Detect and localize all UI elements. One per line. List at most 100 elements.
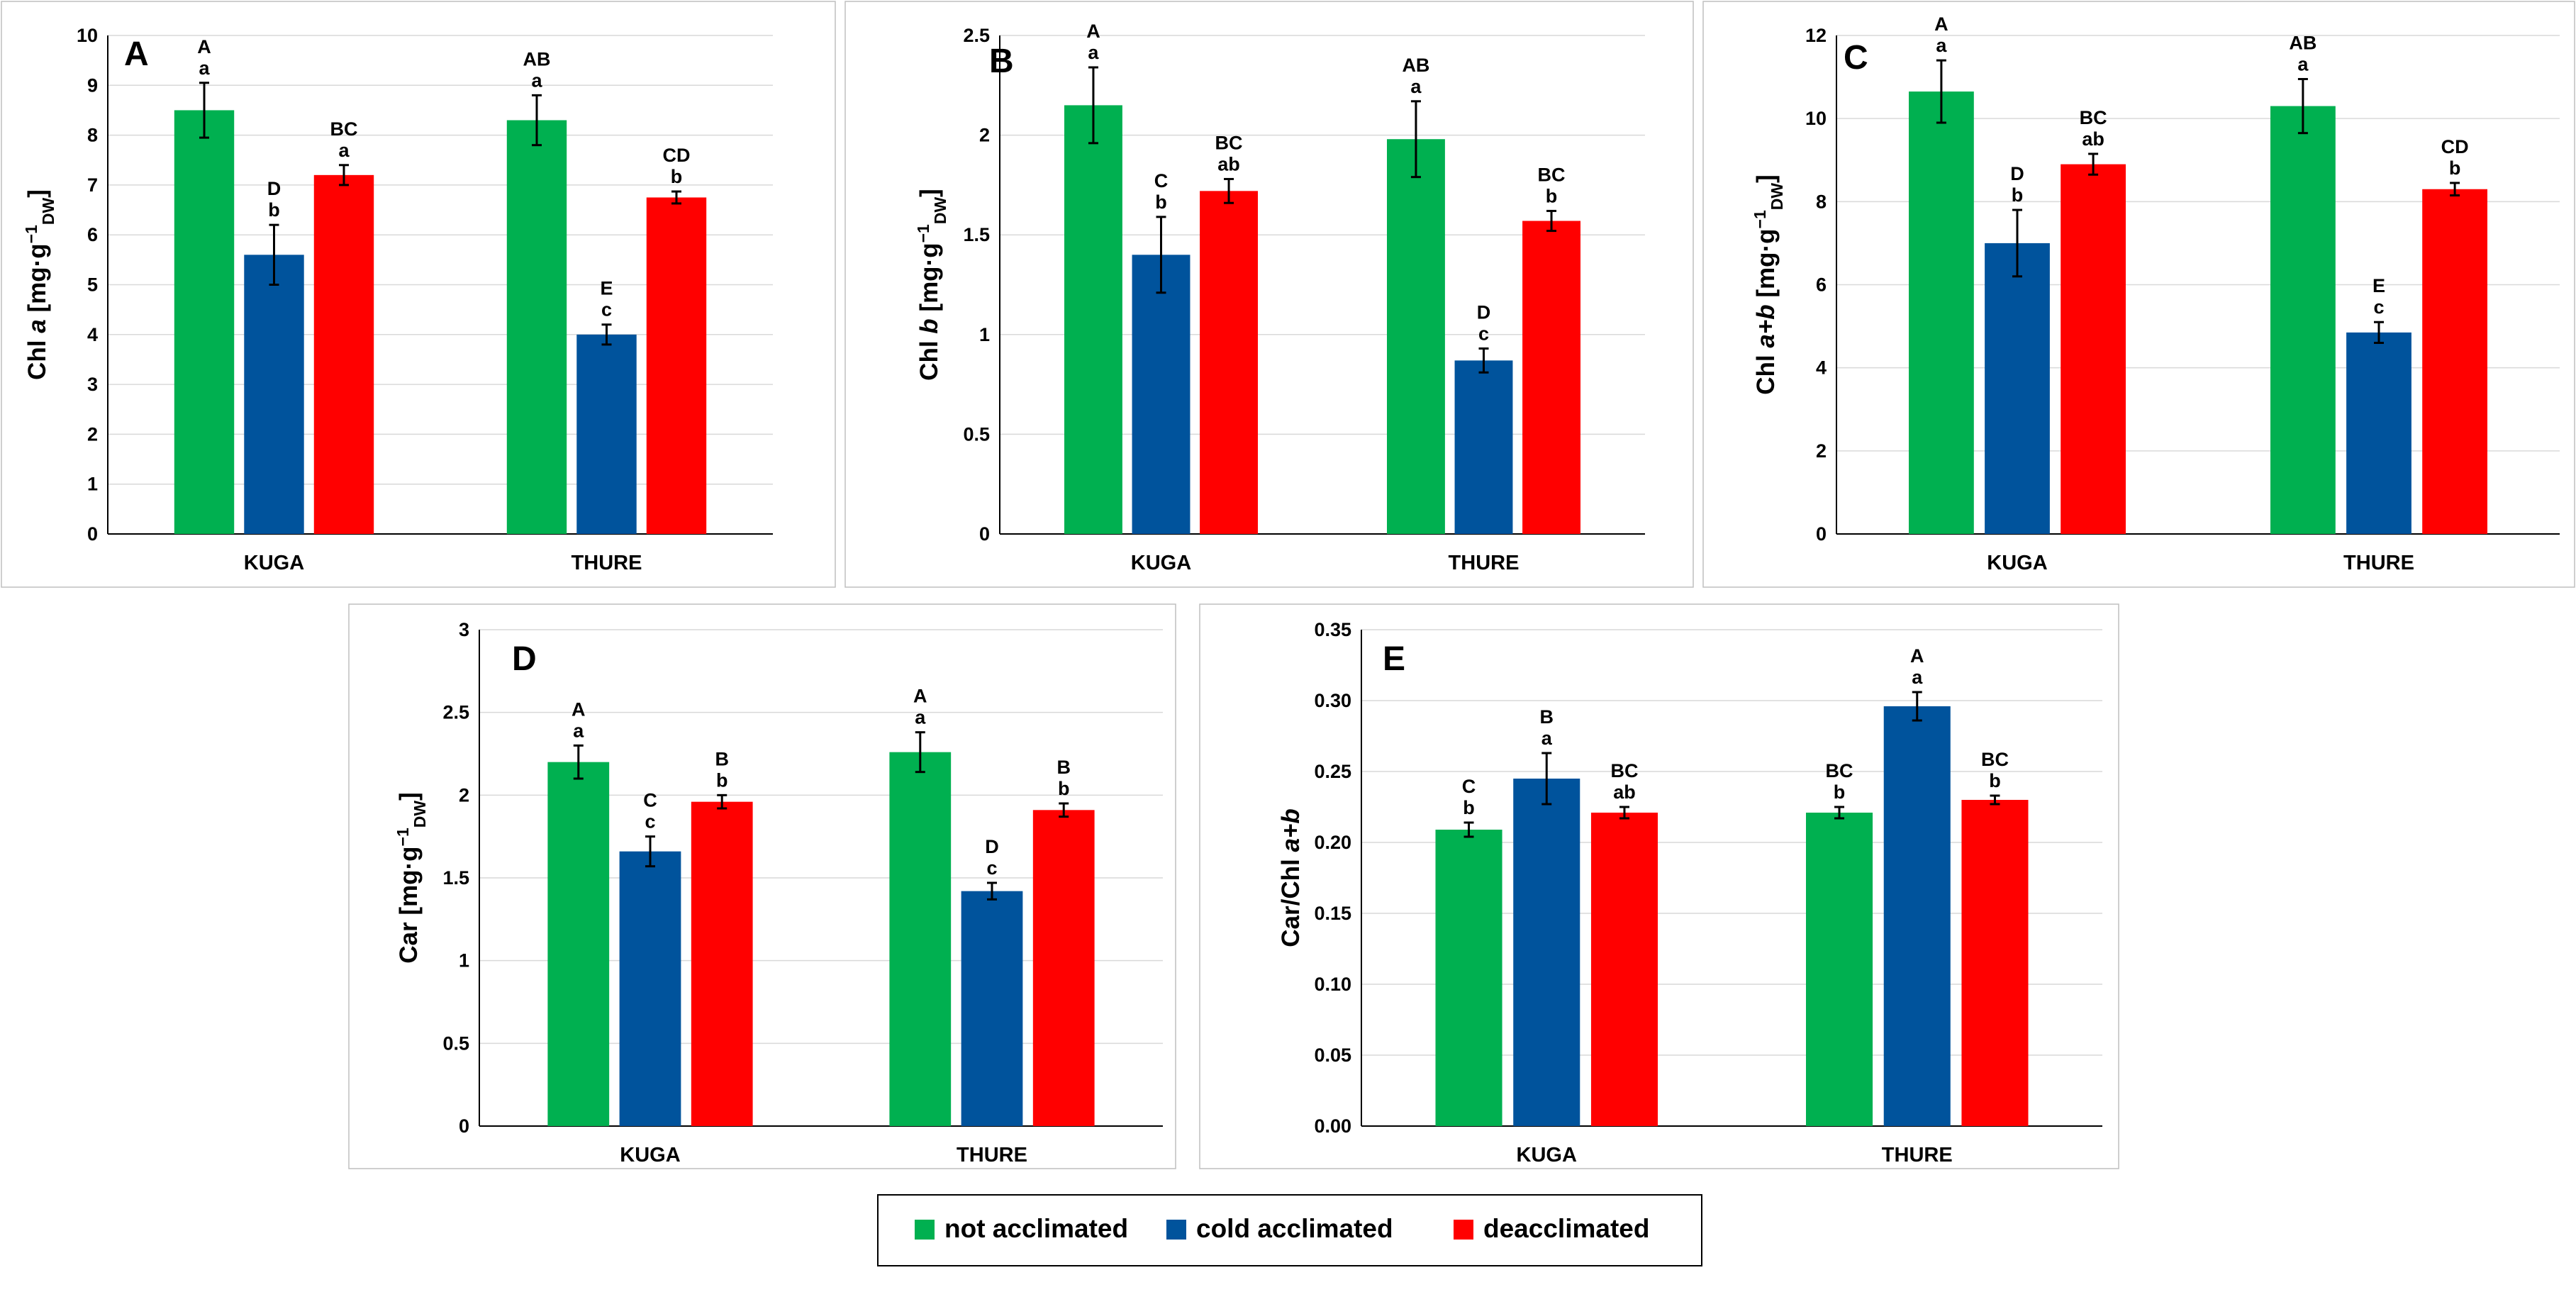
significance-upper: B: [715, 748, 729, 769]
bar-not-acclimated: [1909, 91, 1974, 534]
y-tick-label: 6: [87, 224, 98, 245]
significance-lower: c: [645, 811, 655, 832]
significance-lower: a: [1088, 42, 1099, 63]
bar-cold-acclimated: [1985, 243, 2050, 534]
y-tick-label: 6: [1816, 274, 1827, 296]
y-tick-label: 0: [459, 1115, 469, 1137]
panel-border: [1702, 1, 2575, 588]
bar-not-acclimated: [506, 120, 567, 534]
significance-upper: BC: [330, 118, 357, 140]
significance-lower: b: [1155, 191, 1167, 213]
significance-lower: a: [1912, 667, 1923, 688]
significance-upper: BC: [1538, 164, 1566, 185]
bar-not-acclimated: [174, 110, 235, 534]
legend-swatch: [1454, 1220, 1473, 1240]
significance-upper: A: [1086, 21, 1100, 42]
significance-lower: b: [1058, 778, 1070, 799]
panel-letter: E: [1383, 640, 1405, 678]
y-tick-label: 2.5: [442, 702, 469, 723]
panel-e: 0.000.050.100.150.200.250.300.35KUGAbCaB…: [1199, 603, 2119, 1169]
significance-upper: C: [1154, 170, 1169, 191]
bar-deacclimated: [1200, 191, 1258, 534]
legend-box: [877, 1194, 1702, 1266]
y-tick-label: 0: [979, 523, 990, 545]
y-tick-label: 0.5: [963, 423, 990, 445]
y-tick-label: 4: [1816, 357, 1827, 379]
y-tick-label: 2: [87, 423, 98, 445]
significance-lower: a: [2297, 54, 2309, 75]
significance-lower: b: [716, 769, 728, 791]
legend-swatch: [1166, 1220, 1186, 1240]
significance-lower: a: [1936, 35, 1947, 56]
significance-upper: E: [600, 278, 613, 299]
panel-a: 012345678910KUGAaAbDaBCTHUREaABcEbCDChl …: [1, 1, 836, 588]
x-tick-label: THURE: [2343, 552, 2414, 574]
bar-cold-acclimated: [1132, 255, 1191, 534]
significance-upper: B: [1540, 706, 1554, 728]
bar-cold-acclimated: [2346, 332, 2411, 534]
significance-upper: AB: [2289, 33, 2316, 54]
y-tick-label: 4: [87, 324, 98, 345]
significance-lower: b: [2012, 184, 2024, 206]
significance-lower: b: [1989, 770, 2001, 791]
y-axis-label: Chl b [mg·g−1DW]: [914, 189, 949, 381]
bar-deacclimated: [313, 174, 374, 534]
y-tick-label: 0.00: [1314, 1115, 1351, 1137]
bar-not-acclimated: [1806, 813, 1873, 1126]
y-tick-label: 8: [87, 125, 98, 146]
significance-upper: A: [1934, 13, 1948, 35]
bar-cold-acclimated: [576, 334, 637, 534]
y-tick-label: 8: [1816, 191, 1827, 212]
y-axis-label: Chl a [mg·g−1DW]: [22, 189, 57, 380]
significance-upper: BC: [1215, 132, 1243, 153]
y-tick-label: 5: [87, 274, 98, 296]
bar-deacclimated: [1032, 810, 1095, 1126]
significance-lower: b: [1463, 797, 1475, 818]
significance-lower: c: [1478, 323, 1489, 344]
significance-lower: a: [531, 69, 542, 91]
significance-upper: A: [571, 698, 586, 720]
y-tick-label: 0.20: [1314, 832, 1351, 853]
panel-letter: B: [989, 43, 1014, 80]
significance-upper: C: [1462, 776, 1476, 797]
x-tick-label: KUGA: [1131, 552, 1191, 574]
significance-upper: A: [197, 36, 211, 57]
y-axis-label: Chl a+b [mg·g−1DW]: [1751, 174, 1786, 395]
panel-border: [1, 1, 836, 588]
significance-upper: D: [2010, 163, 2024, 184]
bar-cold-acclimated: [1883, 706, 1951, 1126]
significance-upper: BC: [1610, 760, 1638, 781]
legend-label: cold acclimated: [1196, 1214, 1393, 1243]
significance-upper: BC: [2080, 107, 2107, 128]
y-tick-label: 12: [1805, 25, 1827, 46]
significance-upper: AB: [1402, 55, 1429, 76]
significance-lower: a: [338, 140, 350, 161]
y-axis-label: Car/Chl a+b: [1277, 808, 1305, 947]
y-tick-label: 0.15: [1314, 903, 1351, 924]
y-tick-label: 1: [459, 950, 469, 971]
significance-upper: AB: [523, 48, 551, 69]
y-tick-label: 9: [87, 74, 98, 96]
bar-deacclimated: [691, 801, 753, 1126]
y-axis-label: Car [mg·g−1DW]: [394, 792, 429, 964]
bar-cold-acclimated: [1513, 779, 1580, 1126]
significance-lower: b: [1546, 185, 1558, 206]
y-tick-label: 0.30: [1314, 690, 1351, 711]
significance-lower: b: [1834, 781, 1846, 803]
bar-deacclimated: [1590, 813, 1658, 1126]
y-tick-label: 0.35: [1314, 619, 1351, 640]
y-tick-label: 0: [1816, 523, 1827, 545]
y-tick-label: 2: [1816, 440, 1827, 462]
bar-not-acclimated: [1435, 830, 1502, 1126]
significance-lower: c: [2373, 296, 2384, 318]
significance-lower: ab: [1613, 781, 1636, 803]
x-tick-label: KUGA: [620, 1144, 680, 1166]
bar-deacclimated: [1961, 800, 2029, 1126]
significance-upper: CD: [662, 145, 690, 166]
y-tick-label: 0: [87, 523, 98, 545]
x-tick-label: KUGA: [1517, 1144, 1577, 1166]
legend: not acclimated cold acclimated deacclimate…: [877, 1194, 1702, 1266]
